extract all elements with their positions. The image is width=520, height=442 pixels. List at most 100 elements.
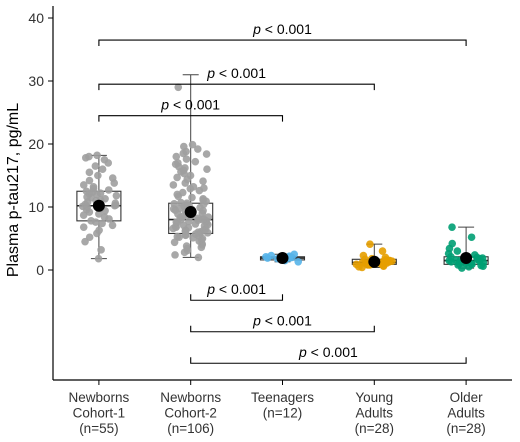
p-threshold: < 0.001 <box>307 344 358 360</box>
data-point <box>202 150 211 158</box>
data-point <box>91 162 100 170</box>
data-point <box>174 83 183 92</box>
data-point <box>191 157 200 166</box>
mean-marker <box>276 252 289 265</box>
x-category-label: Cohort-1 <box>73 406 126 421</box>
data-point <box>174 159 182 167</box>
x-category-label: Newborns <box>160 390 221 405</box>
data-point <box>177 198 185 207</box>
data-point <box>183 199 191 208</box>
significance-bracket: p < 0.001 <box>190 344 467 364</box>
data-point <box>188 193 196 202</box>
data-point <box>111 199 120 208</box>
data-point <box>267 251 276 260</box>
data-point <box>203 165 211 173</box>
mean-marker <box>460 252 473 265</box>
bracket-line <box>98 39 467 47</box>
data-point <box>179 149 188 158</box>
data-point <box>85 168 94 177</box>
y-tick-label: 30 <box>28 73 44 89</box>
data-point <box>359 251 368 260</box>
data-point <box>178 188 187 197</box>
x-category-label: (n=28) <box>446 421 485 436</box>
data-point <box>366 240 374 248</box>
box-group <box>259 250 306 266</box>
data-point <box>173 232 182 241</box>
data-point <box>188 140 197 149</box>
bracket-line <box>190 325 375 333</box>
x-category-label: (n=55) <box>79 421 118 436</box>
p-value-label: p < 0.001 <box>252 21 312 37</box>
data-point <box>95 226 103 235</box>
data-point <box>89 183 98 191</box>
y-tick-label: 10 <box>28 199 44 215</box>
data-point <box>101 195 109 203</box>
y-tick-label: 20 <box>28 136 44 152</box>
p-threshold: < 0.001 <box>169 97 220 113</box>
p-symbol: p <box>298 344 307 360</box>
data-point <box>94 171 102 180</box>
p-value-label: p < 0.001 <box>206 281 266 297</box>
data-point <box>171 251 179 259</box>
data-point <box>352 260 361 269</box>
box-groups <box>76 74 489 272</box>
p-symbol: p <box>206 65 215 81</box>
y-tick-label: 0 <box>36 262 44 278</box>
x-category-label: Newborns <box>69 390 130 405</box>
data-point <box>294 258 303 266</box>
data-point <box>194 214 202 223</box>
p-threshold: < 0.001 <box>215 65 266 81</box>
data-point <box>378 247 387 255</box>
data-point <box>194 253 203 262</box>
x-category-label: (n=12) <box>263 406 302 421</box>
data-point <box>108 221 117 230</box>
x-category-label: Teenagers <box>251 390 314 405</box>
x-category-label: Young <box>355 390 393 405</box>
data-point <box>194 145 202 153</box>
data-point <box>179 142 188 151</box>
x-category-label: Cohort-2 <box>164 406 217 421</box>
data-point <box>100 213 109 221</box>
data-point <box>87 217 95 225</box>
data-point <box>470 251 479 259</box>
y-axis-title: Plasma p-tau217, pg/mL <box>5 103 22 277</box>
data-point <box>169 181 178 189</box>
p-symbol: p <box>206 281 215 297</box>
mean-marker <box>184 206 197 219</box>
data-point <box>79 211 88 219</box>
p-value-label: p < 0.001 <box>206 65 266 81</box>
significance-bracket: p < 0.001 <box>98 65 375 91</box>
data-point <box>448 239 457 248</box>
data-point <box>97 246 105 254</box>
p-symbol: p <box>252 313 261 329</box>
data-point <box>453 247 462 255</box>
bracket-line <box>98 83 375 91</box>
p-value-label: p < 0.001 <box>298 344 358 360</box>
data-point <box>98 165 107 173</box>
data-point <box>79 181 88 189</box>
mean-marker <box>92 199 105 212</box>
box-group <box>76 151 122 263</box>
data-point <box>85 152 93 161</box>
data-point <box>290 250 299 259</box>
x-category-label: (n=106) <box>167 421 214 436</box>
data-point <box>199 195 207 203</box>
data-point <box>108 174 117 182</box>
data-point <box>179 221 188 230</box>
data-point <box>98 219 106 228</box>
significance-bracket: p < 0.001 <box>190 281 284 301</box>
data-point <box>79 223 88 231</box>
box-group <box>443 223 489 272</box>
data-point <box>112 191 121 200</box>
data-point <box>448 223 456 231</box>
data-point <box>85 176 94 185</box>
significance-bracket: p < 0.001 <box>190 313 375 333</box>
data-point <box>170 238 179 247</box>
y-tick-label: 40 <box>28 10 44 26</box>
box-group <box>351 240 397 272</box>
x-category-label: Adults <box>447 406 485 421</box>
y-axis-ticks: 0 10 20 30 40 <box>28 10 53 278</box>
data-point <box>189 183 198 191</box>
data-point <box>100 155 109 164</box>
